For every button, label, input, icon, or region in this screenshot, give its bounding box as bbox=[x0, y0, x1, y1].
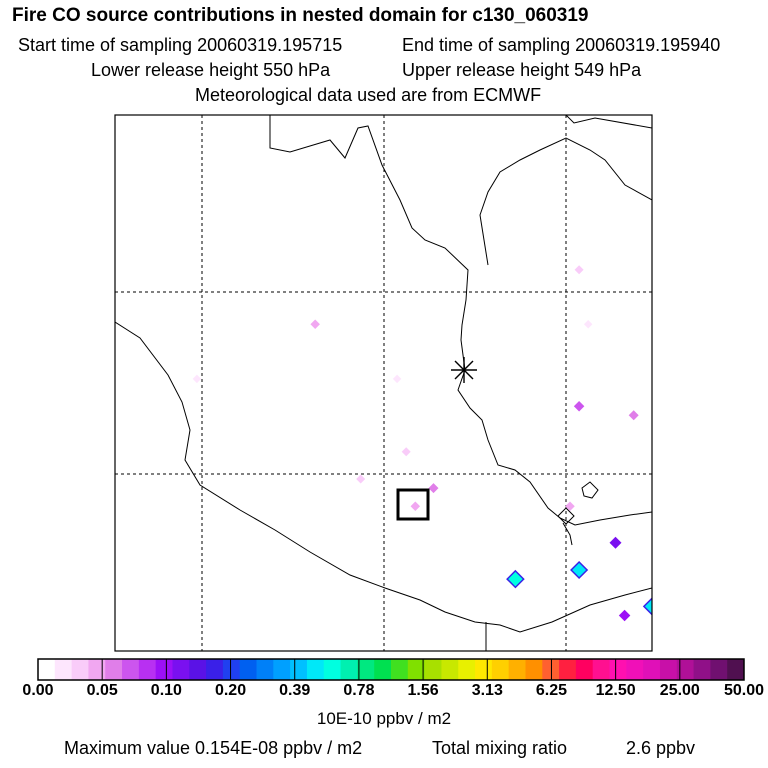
colorbar-swatch bbox=[626, 659, 644, 680]
colorbar-tick-label: 0.39 bbox=[279, 682, 311, 699]
source-cell bbox=[618, 609, 631, 622]
colorbar-swatch bbox=[475, 659, 493, 680]
upper-release-label: Upper release height 549 hPa bbox=[402, 60, 642, 80]
colorbar-swatch bbox=[222, 659, 241, 680]
start-time-label: Start time of sampling 20060319.195715 bbox=[18, 35, 343, 55]
source-cell bbox=[310, 319, 320, 330]
colorbar-tick-label: 0.00 bbox=[22, 682, 54, 699]
source-cell bbox=[574, 265, 584, 275]
source-cell bbox=[693, 584, 702, 593]
colorbar-swatch bbox=[256, 659, 274, 680]
colorbar-tick-label: 12.50 bbox=[595, 682, 636, 699]
source-cell bbox=[609, 536, 622, 549]
colorbar-tick-label: 25.00 bbox=[659, 682, 700, 699]
colorbar-swatch bbox=[710, 659, 728, 680]
colorbar-swatch bbox=[643, 659, 661, 680]
source-cell bbox=[666, 620, 675, 629]
colorbar-swatch bbox=[727, 659, 745, 680]
source-cell bbox=[428, 483, 439, 494]
colorbar-swatch bbox=[172, 659, 190, 680]
max-value-label: Maximum value 0.154E-08 ppbv / m2 bbox=[64, 738, 363, 758]
source-cell bbox=[762, 662, 768, 678]
colorbar-swatch bbox=[491, 659, 510, 680]
colorbar-tick-label: 1.56 bbox=[407, 682, 439, 699]
colorbar-swatch bbox=[290, 659, 308, 680]
total-mixing-label: Total mixing ratio bbox=[432, 738, 568, 758]
source-cell bbox=[583, 320, 593, 329]
source-cell bbox=[410, 501, 421, 512]
colorbar-swatch bbox=[508, 659, 526, 680]
grid-lines bbox=[115, 115, 652, 651]
colorbar-tick-label: 0.05 bbox=[86, 682, 118, 699]
colorbar-swatch bbox=[306, 659, 325, 680]
met-data-label: Meteorological data used are from ECMWF bbox=[195, 85, 542, 105]
colorbar-tick-label: 3.13 bbox=[471, 682, 503, 699]
colorbar-outline bbox=[37, 658, 745, 681]
colorbar-swatch bbox=[609, 659, 627, 680]
colorbar-swatch bbox=[659, 659, 678, 680]
source-cell bbox=[192, 374, 202, 384]
colorbar-swatch bbox=[391, 659, 409, 680]
colorbar-swatch bbox=[676, 659, 695, 680]
source-cell bbox=[356, 474, 366, 484]
colorbar-swatch bbox=[122, 659, 140, 680]
colorbar-tick-label: 0.20 bbox=[214, 682, 247, 699]
total-mixing-value: 2.6 ppbv bbox=[626, 738, 696, 758]
colorbar-swatch bbox=[340, 659, 358, 680]
colorbar-swatch bbox=[206, 659, 224, 680]
colorbar-swatch bbox=[525, 659, 543, 680]
colorbar-swatch bbox=[323, 659, 342, 680]
colorbar-swatch bbox=[54, 659, 73, 680]
colorbar-tick-label: 0.10 bbox=[150, 682, 182, 699]
colorbar-swatch bbox=[138, 659, 157, 680]
colorbar-swatch bbox=[88, 659, 106, 680]
source-cell bbox=[506, 569, 525, 589]
colorbar-swatch bbox=[374, 659, 392, 680]
lower-release-label: Lower release height 550 hPa bbox=[91, 60, 331, 80]
colorbar-swatch bbox=[155, 659, 173, 680]
colorbar-swatch bbox=[592, 659, 611, 680]
colorbar-swatch bbox=[693, 659, 711, 680]
colorbar-swatch bbox=[239, 659, 258, 680]
map-layer bbox=[115, 115, 768, 678]
source-cell bbox=[628, 410, 639, 421]
colorbar bbox=[37, 658, 745, 681]
end-time-label: End time of sampling 20060319.195940 bbox=[402, 35, 721, 55]
colorbar-tick-label: 0.78 bbox=[343, 682, 375, 699]
receptor-marker bbox=[451, 357, 477, 383]
source-cell bbox=[573, 400, 585, 412]
source-cell bbox=[401, 447, 411, 457]
map-frame bbox=[114, 114, 653, 652]
colorbar-swatch bbox=[407, 659, 426, 680]
colorbar-swatch bbox=[189, 659, 207, 680]
source-cells bbox=[192, 265, 768, 678]
colorbar-unit: 10E-10 ppbv / m2 bbox=[316, 709, 452, 728]
colorbar-swatch bbox=[357, 659, 375, 680]
colorbar-swatch bbox=[542, 659, 560, 680]
colorbar-swatch bbox=[273, 659, 291, 680]
colorbar-tick-label: 50.00 bbox=[723, 682, 765, 699]
emission-box bbox=[396, 488, 430, 521]
colorbar-swatch bbox=[458, 659, 476, 680]
colorbar-tick-label: 6.25 bbox=[535, 682, 568, 699]
colorbar-swatch bbox=[575, 659, 594, 680]
colorbar-swatch bbox=[559, 659, 577, 680]
colorbar-swatch bbox=[424, 659, 442, 680]
colorbar-swatch bbox=[441, 659, 459, 680]
source-cell bbox=[392, 374, 402, 384]
source-cell bbox=[570, 560, 589, 580]
coastlines bbox=[115, 115, 652, 651]
colorbar-swatch bbox=[105, 659, 123, 680]
colorbar-swatch bbox=[38, 659, 56, 680]
source-cell bbox=[565, 501, 575, 512]
chart-title: Fire CO source contributions in nested d… bbox=[12, 5, 589, 26]
colorbar-swatch bbox=[71, 659, 89, 680]
